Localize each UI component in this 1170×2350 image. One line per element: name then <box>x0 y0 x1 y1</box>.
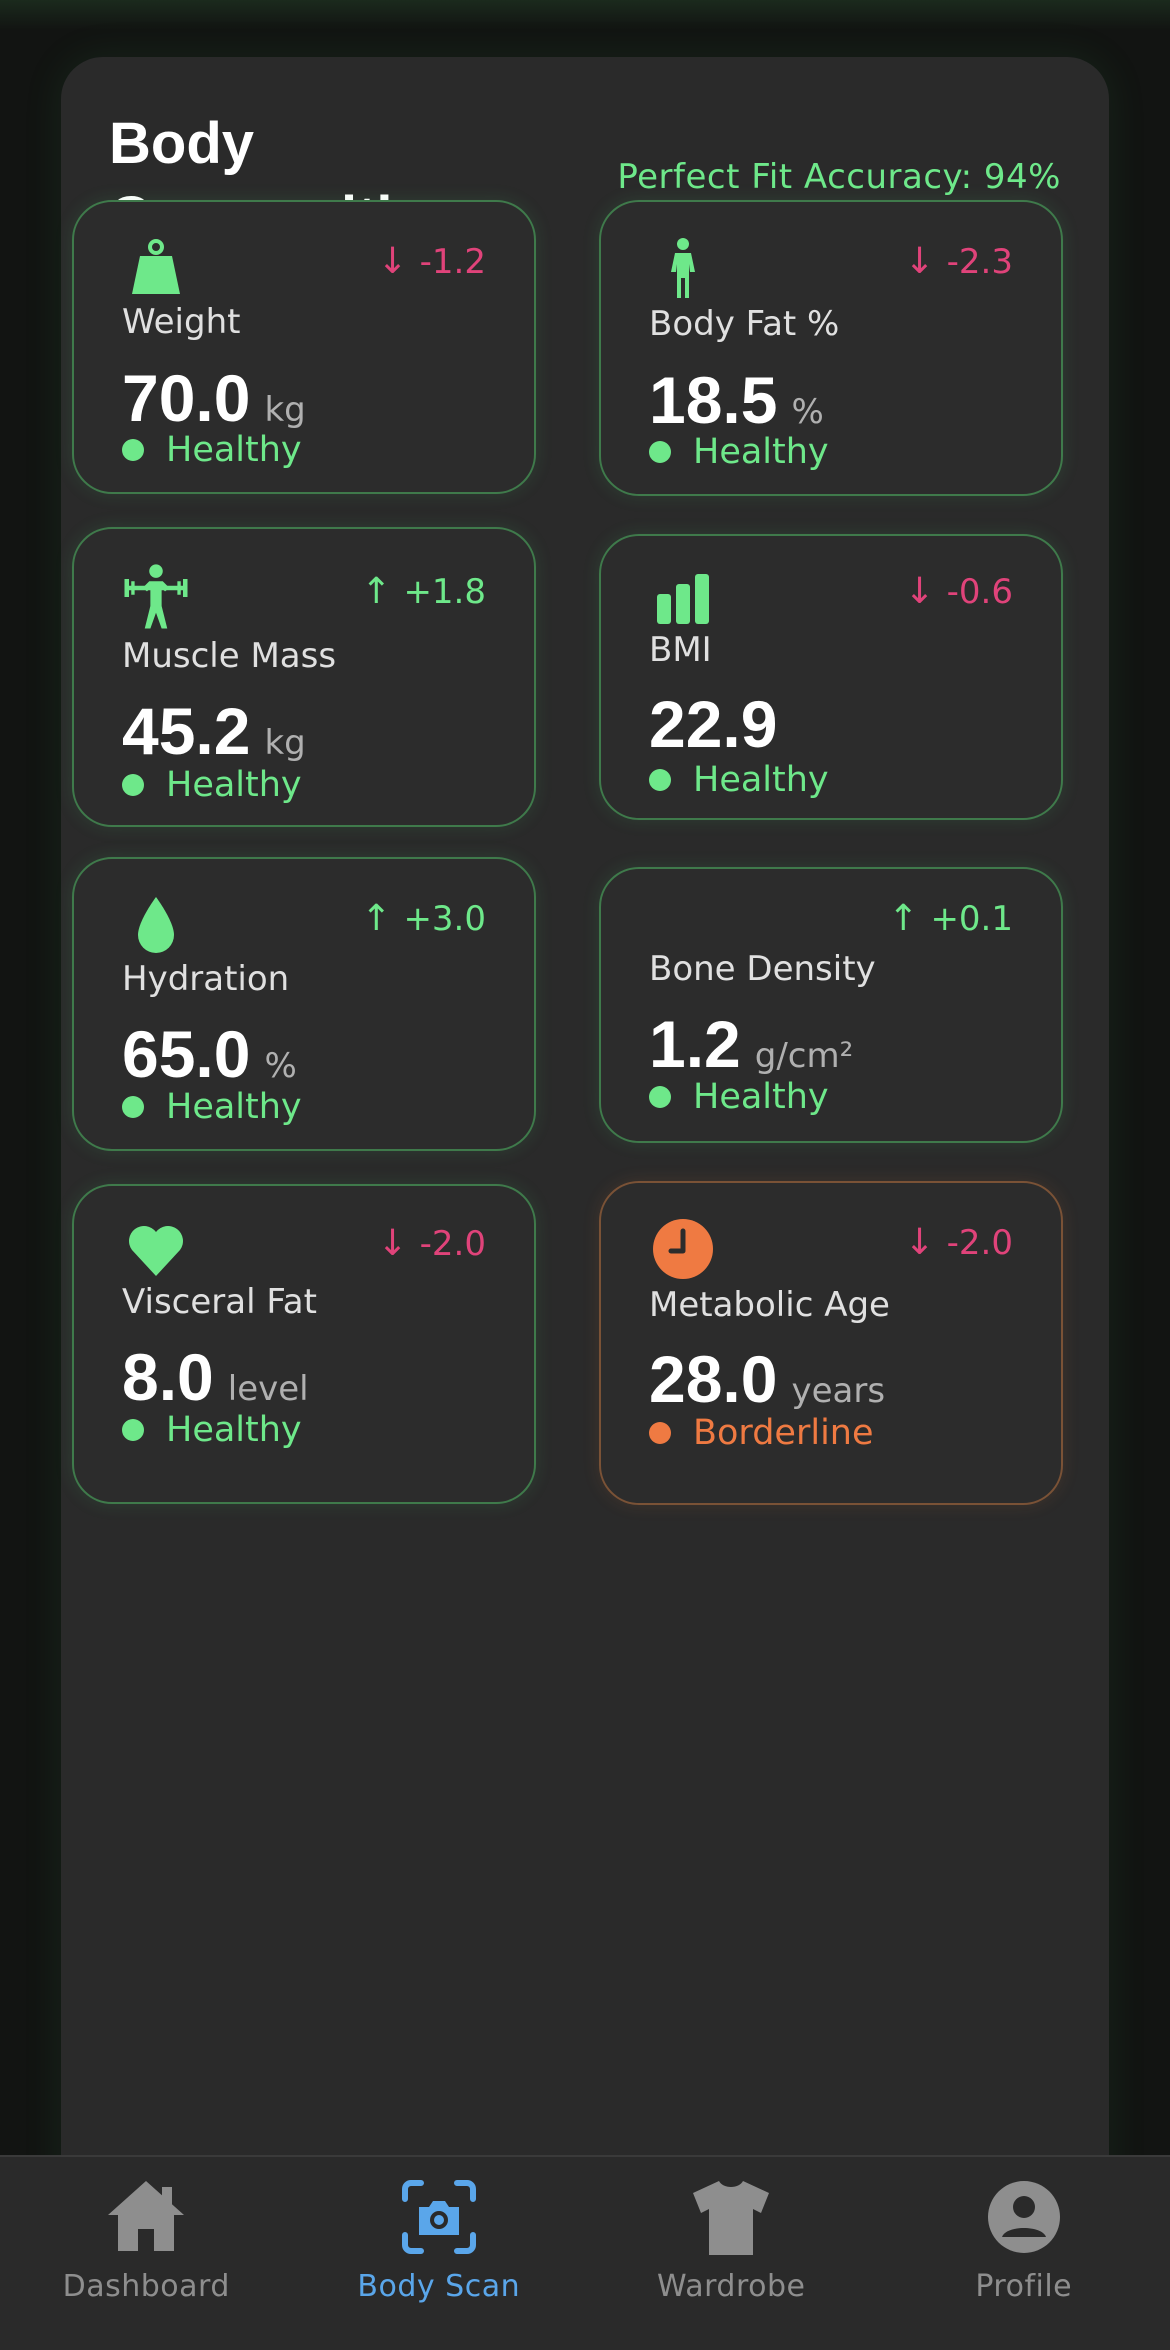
top-glow <box>0 0 1170 30</box>
status-badge: Borderline <box>649 1413 874 1453</box>
metric-value: 45.2 <box>122 694 251 768</box>
change-indicator: ↑ +1.8 <box>361 571 486 612</box>
tab-label: Dashboard <box>62 2269 230 2304</box>
bottom-tab-bar: Dashboard Body Scan Wardrobe Profile <box>0 2155 1170 2350</box>
metric-unit: % <box>264 1046 297 1086</box>
metric-value: 8.0 <box>122 1340 214 1414</box>
tab-label: Wardrobe <box>656 2269 806 2304</box>
change-indicator: ↓ -0.6 <box>904 571 1013 612</box>
status-dot <box>122 1096 144 1118</box>
change-indicator: ↓ -2.0 <box>377 1223 486 1264</box>
person-icon <box>671 238 695 298</box>
metric-label: Metabolic Age <box>649 1285 890 1325</box>
heart-icon <box>129 1226 183 1276</box>
metric-unit: kg <box>264 390 306 430</box>
change-indicator: ↓ -2.0 <box>904 1222 1013 1263</box>
arrow-up-icon: ↑ <box>888 898 919 939</box>
arrow-up-icon: ↑ <box>361 898 392 939</box>
metric-label: Body Fat % <box>649 304 840 344</box>
metric-value: 28.0 <box>649 1342 778 1416</box>
tab-wardrobe[interactable]: Wardrobe <box>585 2157 878 2350</box>
tab-label: Profile <box>975 2269 1073 2304</box>
status-badge: Healthy <box>649 432 829 472</box>
metric-label: Muscle Mass <box>122 636 337 676</box>
status-badge: Healthy <box>122 1410 302 1450</box>
metric-label: Visceral Fat <box>122 1282 317 1322</box>
weight-icon <box>132 239 180 294</box>
status-badge: Healthy <box>649 1077 829 1117</box>
metric-value: 70.0 <box>122 361 251 435</box>
arrow-down-icon: ↓ <box>904 571 935 612</box>
metric-label: Hydration <box>122 959 290 999</box>
tab-profile[interactable]: Profile <box>878 2157 1170 2350</box>
fit-accuracy: Perfect Fit Accuracy: 94% <box>617 157 1061 197</box>
change-indicator: ↓ -2.3 <box>904 241 1013 282</box>
weightlifter-icon <box>124 564 188 629</box>
metric-unit: kg <box>264 723 306 763</box>
shirt-icon <box>693 2181 770 2255</box>
change-indicator: ↑ +0.1 <box>888 898 1013 939</box>
metric-card-metabolic-age[interactable]: ↓ -2.0 Metabolic Age 28.0 years Borderli… <box>599 1181 1063 1505</box>
metric-value: 65.0 <box>122 1017 251 1091</box>
metric-card-muscle-mass[interactable]: ↑ +1.8 Muscle Mass 45.2 kg Healthy <box>72 527 536 827</box>
status-badge: Healthy <box>122 1087 302 1127</box>
tab-label: Body Scan <box>357 2269 521 2304</box>
status-dot <box>649 441 671 463</box>
arrow-up-icon: ↑ <box>361 571 392 612</box>
arrow-down-icon: ↓ <box>904 1222 935 1263</box>
clock-icon <box>653 1219 713 1279</box>
body-composition-panel: Body Composition Perfect Fit Accuracy: 9… <box>61 57 1109 2350</box>
status-badge: Healthy <box>122 765 302 805</box>
status-dot <box>122 439 144 461</box>
status-dot <box>649 1086 671 1108</box>
metric-card-bmi[interactable]: ↓ -0.6 BMI 22.9 Healthy <box>599 534 1063 820</box>
droplet-icon <box>138 897 174 953</box>
arrow-down-icon: ↓ <box>377 1223 408 1264</box>
status-dot <box>649 769 671 791</box>
user-icon <box>987 2181 1060 2253</box>
home-icon <box>108 2181 185 2251</box>
status-badge: Healthy <box>122 430 302 470</box>
metric-label: Weight <box>122 302 241 342</box>
metric-value: 22.9 <box>649 687 778 761</box>
arrow-down-icon: ↓ <box>377 241 408 282</box>
metric-value: 1.2 <box>649 1007 741 1081</box>
status-badge: Healthy <box>649 760 829 800</box>
metric-label: BMI <box>649 630 712 670</box>
metric-unit: level <box>227 1369 309 1409</box>
change-indicator: ↑ +3.0 <box>361 898 486 939</box>
tab-dashboard[interactable]: Dashboard <box>0 2157 293 2350</box>
metric-unit: % <box>791 392 824 432</box>
metric-card-hydration[interactable]: ↑ +3.0 Hydration 65.0 % Healthy <box>72 857 536 1151</box>
metric-unit: g/cm² <box>754 1036 854 1076</box>
metric-label: Bone Density <box>649 949 876 989</box>
metric-card-weight[interactable]: ↓ -1.2 Weight 70.0 kg Healthy <box>72 200 536 494</box>
metric-card-visceral-fat[interactable]: ↓ -2.0 Visceral Fat 8.0 level Healthy <box>72 1184 536 1504</box>
status-dot <box>122 1419 144 1441</box>
status-dot <box>122 774 144 796</box>
bar-chart-icon <box>657 574 709 624</box>
metric-card-body-fat[interactable]: ↓ -2.3 Body Fat % 18.5 % Healthy <box>599 200 1063 496</box>
status-dot <box>649 1422 671 1444</box>
metric-card-bone-density[interactable]: ↑ +0.1 Bone Density 1.2 g/cm² Healthy <box>599 867 1063 1143</box>
metric-value: 18.5 <box>649 363 778 437</box>
change-indicator: ↓ -1.2 <box>377 241 486 282</box>
arrow-down-icon: ↓ <box>904 241 935 282</box>
tab-body-scan[interactable]: Body Scan <box>293 2157 586 2350</box>
camera-scan-icon <box>401 2180 476 2254</box>
metric-unit: years <box>791 1371 886 1411</box>
